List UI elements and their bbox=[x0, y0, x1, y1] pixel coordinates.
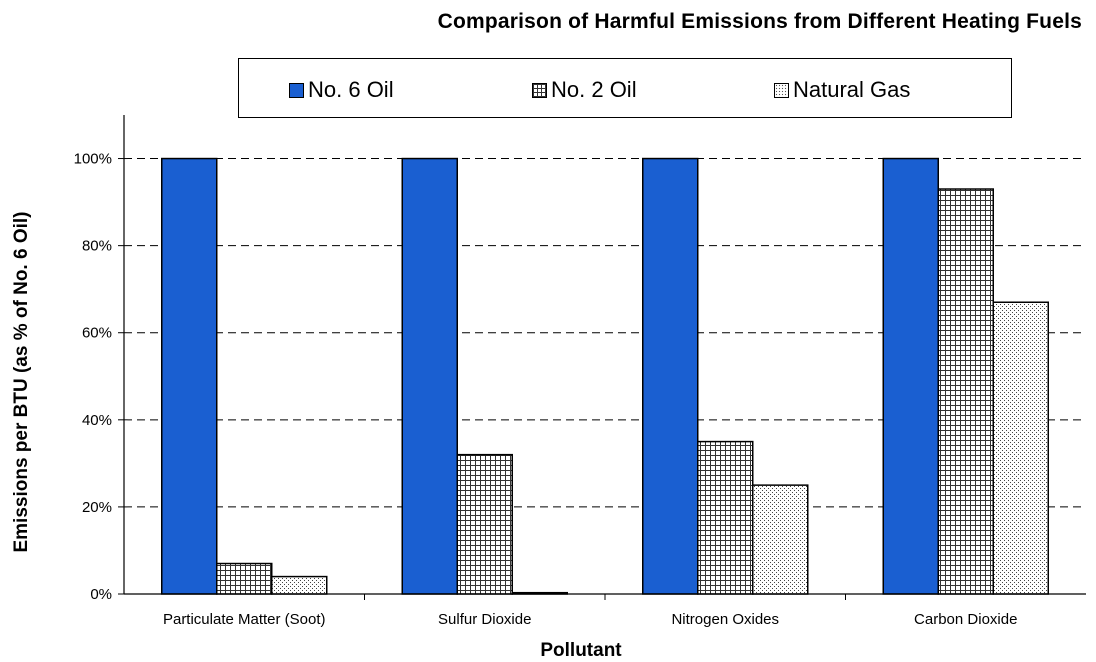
legend-swatch-no2-oil bbox=[532, 82, 547, 98]
bar-no-6-oil-3 bbox=[882, 157, 939, 595]
y-tick-label: 60% bbox=[82, 325, 112, 342]
chart-title: Comparison of Harmful Emissions from Dif… bbox=[437, 10, 1082, 33]
bar-no-2-oil-0 bbox=[216, 562, 273, 595]
bar-no-6-oil-2 bbox=[642, 157, 699, 595]
x-axis-label: Pollutant bbox=[540, 640, 622, 661]
bar-natural-gas-3 bbox=[992, 301, 1049, 595]
bar-no-2-oil-1 bbox=[456, 453, 513, 595]
legend-label-no2-oil: No. 2 Oil bbox=[551, 77, 637, 102]
bar-natural-gas-2 bbox=[752, 484, 809, 595]
legend-item-natural-gas: Natural Gas bbox=[774, 77, 910, 103]
y-tick-label: 40% bbox=[82, 412, 112, 429]
bar-natural-gas-0 bbox=[271, 575, 328, 595]
legend-item-no6-oil: No. 6 Oil bbox=[289, 77, 394, 103]
legend: No. 6 Oil No. 2 Oil Natural Gas bbox=[238, 58, 1012, 118]
legend-swatch-no6-oil bbox=[289, 82, 304, 98]
x-tick-label: Particulate Matter (Soot) bbox=[163, 611, 326, 628]
x-tick-label: Carbon Dioxide bbox=[914, 611, 1017, 628]
bar-no-6-oil-1 bbox=[401, 157, 458, 595]
y-tick-label: 80% bbox=[82, 238, 112, 255]
y-tick-label: 0% bbox=[90, 586, 112, 603]
legend-item-no2-oil: No. 2 Oil bbox=[532, 77, 637, 103]
legend-label-no6-oil: No. 6 Oil bbox=[308, 77, 394, 102]
bar-no-2-oil-2 bbox=[697, 440, 754, 595]
bar-no-2-oil-3 bbox=[937, 188, 994, 595]
bar-no-6-oil-0 bbox=[161, 157, 218, 595]
x-tick-label: Sulfur Dioxide bbox=[438, 611, 531, 628]
legend-swatch-natural-gas bbox=[774, 82, 789, 98]
legend-label-natural-gas: Natural Gas bbox=[793, 77, 911, 102]
x-tick-label: Nitrogen Oxides bbox=[671, 611, 779, 628]
y-tick-label: 100% bbox=[74, 151, 112, 168]
y-tick-label: 20% bbox=[82, 499, 112, 516]
